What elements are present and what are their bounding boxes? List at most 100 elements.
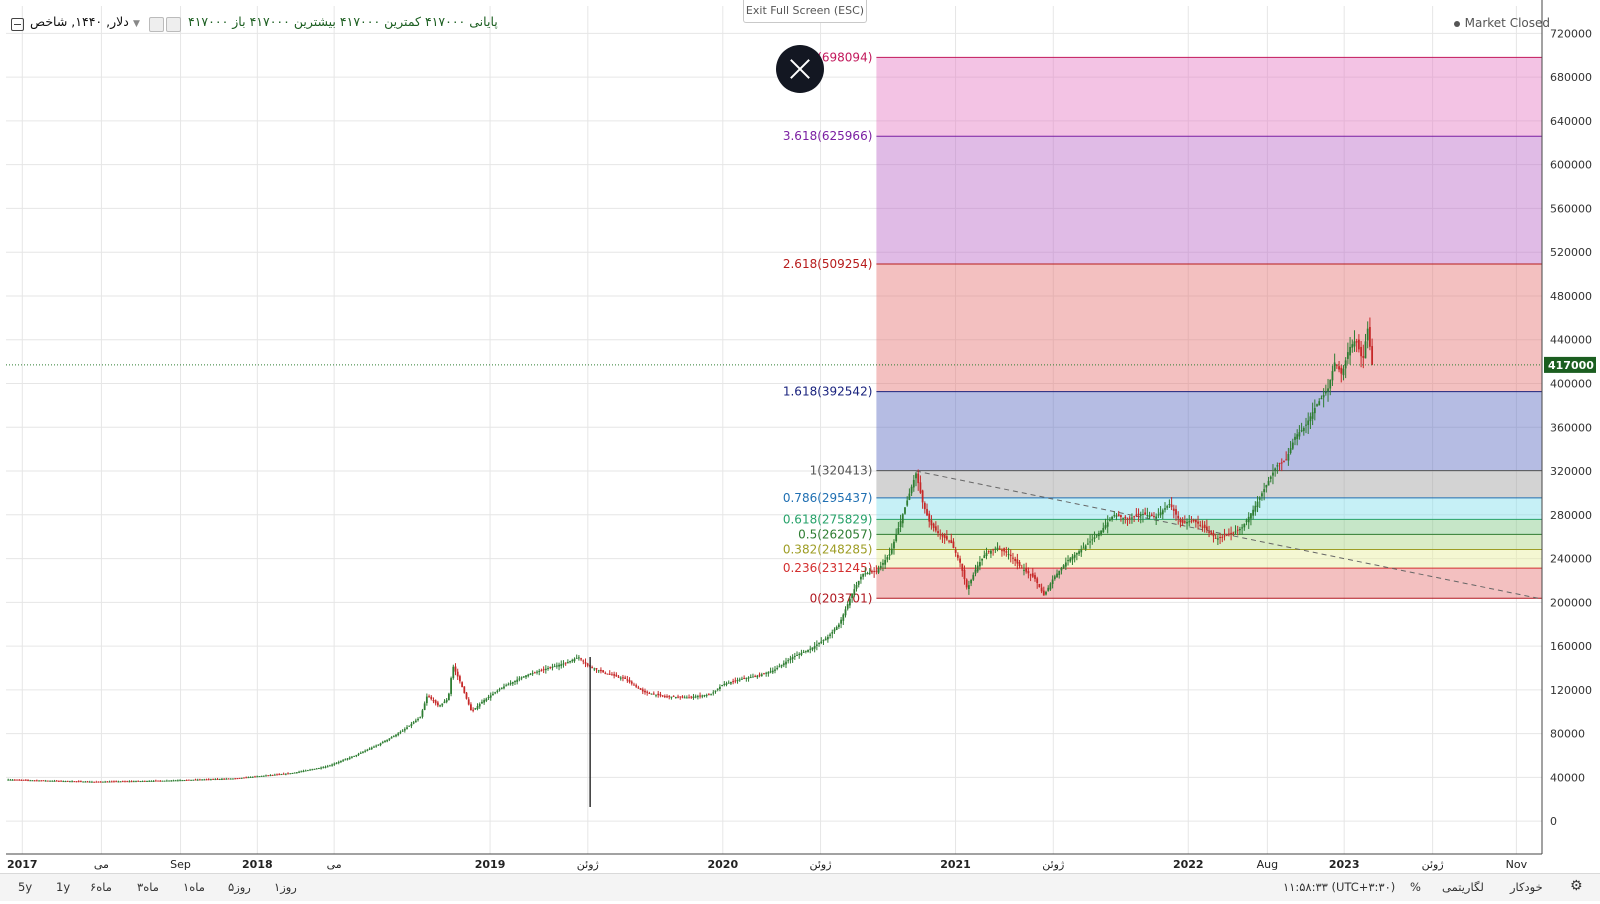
- candle-body: [478, 703, 481, 707]
- candle-body: [824, 638, 827, 641]
- candle-body: [602, 670, 605, 673]
- gear-icon[interactable]: [166, 17, 181, 32]
- candle-body: [44, 780, 47, 782]
- log-toggle[interactable]: لگاریتمی: [1442, 880, 1484, 894]
- candle-body: [192, 779, 195, 781]
- candle-body: [787, 660, 790, 662]
- candle-body: [738, 679, 741, 681]
- candle-body: [917, 473, 920, 484]
- candle-body: [126, 781, 129, 783]
- candle-body: [1045, 591, 1047, 595]
- candle-body: [1219, 537, 1221, 539]
- candle-body: [1302, 428, 1305, 432]
- candle-body: [40, 780, 43, 782]
- candle-body: [62, 781, 65, 783]
- range-3m[interactable]: ۳ماه: [137, 880, 159, 894]
- candle-body: [668, 696, 671, 698]
- candle-body: [646, 691, 649, 693]
- candle-body: [670, 696, 673, 698]
- candle-body: [392, 735, 395, 737]
- candle-body: [1276, 465, 1279, 467]
- candle-body: [1364, 341, 1367, 359]
- candle-body: [1214, 537, 1217, 539]
- candle-body: [317, 768, 320, 770]
- candle-body: [767, 672, 770, 674]
- candle-body: [835, 627, 838, 630]
- candle-body: [912, 479, 915, 488]
- candle-body: [357, 753, 360, 755]
- range-5y[interactable]: 5y: [18, 880, 33, 894]
- candle-body: [846, 604, 849, 609]
- auto-toggle[interactable]: خودکار: [1510, 880, 1543, 894]
- candle-body: [747, 677, 750, 679]
- candle-body: [1042, 590, 1045, 596]
- candle-body: [1366, 328, 1369, 341]
- candle-body: [262, 775, 265, 777]
- candle-body: [705, 694, 708, 696]
- candle-body: [1188, 521, 1191, 523]
- candle-body: [1064, 562, 1067, 567]
- candle-body: [857, 580, 860, 585]
- candle-body: [650, 693, 653, 695]
- fib-level-label: 0.618(275829): [783, 512, 873, 526]
- candle-body: [425, 696, 428, 704]
- candle-body: [86, 781, 89, 783]
- dropdown-icon[interactable]: ▼: [133, 19, 140, 29]
- candle-body: [604, 672, 607, 674]
- candle-body: [1181, 519, 1184, 524]
- candle-body: [84, 781, 87, 783]
- candle-body: [1305, 424, 1307, 426]
- range-1m[interactable]: ۱ماه: [183, 880, 205, 894]
- gear-icon[interactable]: ⚙: [1570, 878, 1583, 894]
- candle-body: [862, 573, 865, 577]
- candle-body: [7, 779, 10, 781]
- candle-body: [386, 739, 389, 742]
- candle-body: [1335, 364, 1338, 366]
- candle-body: [1346, 352, 1349, 359]
- candle-body: [485, 698, 488, 701]
- candle-body: [628, 680, 631, 683]
- candle-body: [1115, 515, 1118, 517]
- candle-body: [311, 769, 314, 771]
- candle-body: [276, 774, 278, 776]
- candle-body: [295, 772, 298, 774]
- candle-body: [672, 695, 675, 697]
- range-1d[interactable]: ۱روز: [274, 880, 297, 894]
- candle-body: [344, 759, 347, 761]
- candle-body: [633, 684, 635, 686]
- candle-body: [223, 778, 226, 780]
- exit-fullscreen-button[interactable]: Exit Full Screen (ESC): [743, 0, 867, 23]
- candle-body: [238, 777, 241, 779]
- candle-body: [549, 667, 552, 669]
- candle-body: [1051, 579, 1054, 585]
- candle-body: [280, 774, 283, 776]
- close-icon[interactable]: [776, 45, 824, 93]
- candle-body: [1309, 416, 1312, 422]
- candle-body: [157, 780, 159, 782]
- candle-body: [754, 676, 757, 678]
- candle-body: [811, 647, 814, 650]
- candle-body: [1040, 587, 1043, 592]
- candle-body: [591, 667, 594, 669]
- candle-body: [1300, 430, 1303, 432]
- y-tick-label: 480000: [1550, 290, 1592, 303]
- candle-body: [82, 781, 85, 783]
- candle-body: [983, 555, 986, 559]
- range-5d[interactable]: ۵روز: [228, 880, 251, 894]
- candle-body: [1014, 558, 1017, 562]
- fib-band: [876, 534, 1542, 550]
- range-1y[interactable]: 1y: [56, 880, 71, 894]
- range-6m[interactable]: ۶ماه: [90, 880, 112, 894]
- candle-body: [743, 678, 746, 680]
- collapse-icon[interactable]: [11, 18, 24, 31]
- symbol-title[interactable]: دلار, ۱۴۴۰, شاخص: [30, 14, 129, 29]
- percent-toggle[interactable]: %: [1410, 880, 1421, 894]
- settings-icon[interactable]: [149, 17, 164, 32]
- candle-body: [1067, 560, 1069, 562]
- fib-band: [876, 57, 1542, 137]
- candle-body: [659, 694, 662, 696]
- y-tick-label: 600000: [1550, 159, 1592, 172]
- candle-body: [1031, 573, 1034, 577]
- candle-body: [381, 742, 384, 744]
